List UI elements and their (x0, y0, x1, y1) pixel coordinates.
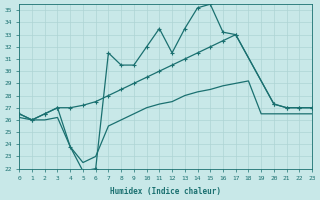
X-axis label: Humidex (Indice chaleur): Humidex (Indice chaleur) (110, 187, 221, 196)
